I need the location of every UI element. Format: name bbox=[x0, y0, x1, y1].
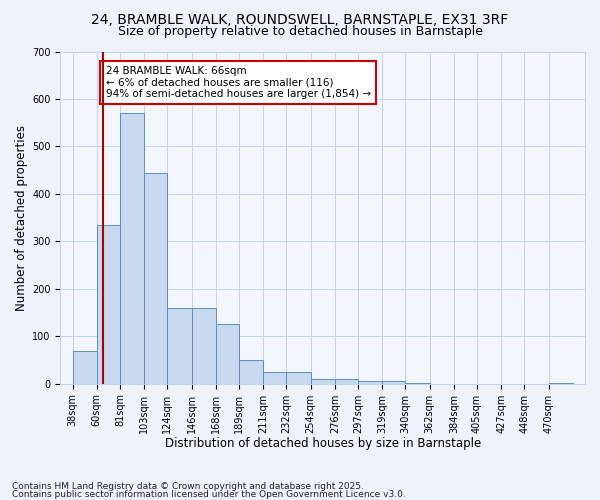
Bar bbox=[120, 113, 144, 384]
Bar bbox=[191, 308, 216, 384]
Text: Contains HM Land Registry data © Crown copyright and database right 2025.: Contains HM Land Registry data © Crown c… bbox=[12, 482, 364, 491]
Bar bbox=[97, 224, 120, 384]
Bar bbox=[73, 352, 97, 384]
Text: Contains public sector information licensed under the Open Government Licence v3: Contains public sector information licen… bbox=[12, 490, 406, 499]
Bar bbox=[216, 324, 239, 384]
X-axis label: Distribution of detached houses by size in Barnstaple: Distribution of detached houses by size … bbox=[164, 437, 481, 450]
Bar bbox=[144, 172, 167, 384]
Y-axis label: Number of detached properties: Number of detached properties bbox=[15, 124, 28, 310]
Bar bbox=[406, 383, 430, 384]
Bar bbox=[335, 379, 358, 384]
Bar bbox=[311, 379, 335, 384]
Bar bbox=[382, 382, 406, 384]
Text: Size of property relative to detached houses in Barnstaple: Size of property relative to detached ho… bbox=[118, 25, 482, 38]
Text: 24, BRAMBLE WALK, ROUNDSWELL, BARNSTAPLE, EX31 3RF: 24, BRAMBLE WALK, ROUNDSWELL, BARNSTAPLE… bbox=[91, 12, 509, 26]
Bar bbox=[263, 372, 286, 384]
Bar bbox=[286, 372, 311, 384]
Bar bbox=[358, 382, 382, 384]
Bar bbox=[167, 308, 191, 384]
Bar bbox=[239, 360, 263, 384]
Text: 24 BRAMBLE WALK: 66sqm
← 6% of detached houses are smaller (116)
94% of semi-det: 24 BRAMBLE WALK: 66sqm ← 6% of detached … bbox=[106, 66, 371, 99]
Bar bbox=[548, 383, 573, 384]
